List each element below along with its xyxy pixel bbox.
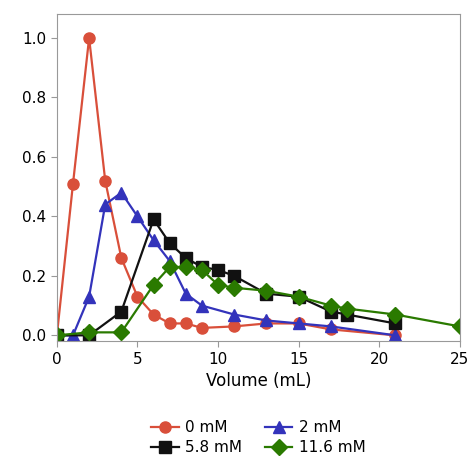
- 0 mM: [264, 320, 269, 326]
- 11.6 mM: [296, 294, 301, 300]
- 11.6 mM: [215, 282, 221, 288]
- 11.6 mM: [118, 329, 124, 335]
- 5.8 mM: [215, 267, 221, 273]
- 5.8 mM: [328, 309, 334, 314]
- 0 mM: [54, 332, 60, 338]
- 2 mM: [264, 318, 269, 323]
- 5.8 mM: [344, 312, 350, 318]
- 2 mM: [183, 291, 189, 297]
- 5.8 mM: [86, 332, 92, 338]
- 2 mM: [199, 303, 205, 309]
- 2 mM: [167, 258, 173, 264]
- 2 mM: [118, 190, 124, 195]
- 0 mM: [183, 320, 189, 326]
- 5.8 mM: [118, 309, 124, 314]
- 2 mM: [392, 332, 398, 338]
- X-axis label: Volume (mL): Volume (mL): [206, 372, 311, 390]
- 0 mM: [167, 320, 173, 326]
- 5.8 mM: [231, 273, 237, 279]
- 11.6 mM: [54, 332, 60, 338]
- 5.8 mM: [199, 264, 205, 270]
- 11.6 mM: [231, 285, 237, 291]
- 0 mM: [118, 255, 124, 261]
- Line: 11.6 mM: 11.6 mM: [51, 261, 465, 341]
- 11.6 mM: [183, 264, 189, 270]
- 2 mM: [54, 332, 60, 338]
- 0 mM: [231, 324, 237, 329]
- 5.8 mM: [296, 294, 301, 300]
- 5.8 mM: [183, 255, 189, 261]
- Legend: 0 mM, 5.8 mM, 2 mM, 11.6 mM: 0 mM, 5.8 mM, 2 mM, 11.6 mM: [145, 414, 372, 461]
- 11.6 mM: [151, 282, 156, 288]
- 5.8 mM: [54, 332, 60, 338]
- 11.6 mM: [167, 264, 173, 270]
- 2 mM: [328, 324, 334, 329]
- 2 mM: [70, 332, 76, 338]
- 11.6 mM: [86, 329, 92, 335]
- Line: 5.8 mM: 5.8 mM: [51, 214, 401, 341]
- 5.8 mM: [167, 240, 173, 246]
- 0 mM: [328, 327, 334, 332]
- Line: 2 mM: 2 mM: [51, 187, 401, 341]
- 2 mM: [86, 294, 92, 300]
- 0 mM: [392, 332, 398, 338]
- 5.8 mM: [392, 320, 398, 326]
- 11.6 mM: [328, 303, 334, 309]
- 2 mM: [151, 237, 156, 243]
- Line: 0 mM: 0 mM: [51, 32, 401, 341]
- 0 mM: [70, 181, 76, 187]
- 0 mM: [296, 320, 301, 326]
- 11.6 mM: [344, 306, 350, 311]
- 5.8 mM: [151, 217, 156, 222]
- 11.6 mM: [264, 288, 269, 293]
- 2 mM: [296, 320, 301, 326]
- 11.6 mM: [392, 312, 398, 318]
- 0 mM: [199, 325, 205, 331]
- 11.6 mM: [199, 267, 205, 273]
- 0 mM: [135, 294, 140, 300]
- 5.8 mM: [264, 291, 269, 297]
- 2 mM: [135, 214, 140, 219]
- 2 mM: [231, 312, 237, 318]
- 0 mM: [86, 35, 92, 41]
- 0 mM: [151, 312, 156, 318]
- 0 mM: [102, 178, 108, 183]
- 2 mM: [102, 201, 108, 207]
- 11.6 mM: [457, 324, 463, 329]
